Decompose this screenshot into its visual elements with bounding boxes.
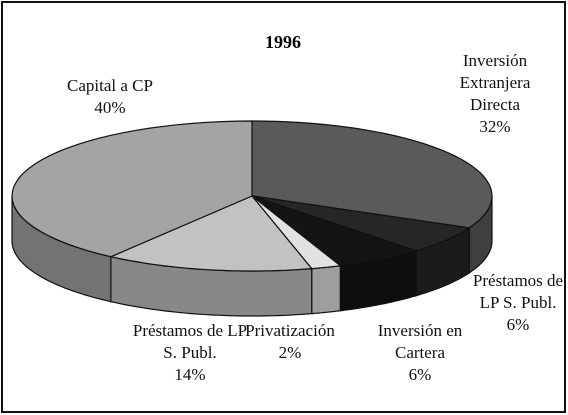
slice-label: Capital a CP 40% (40, 75, 180, 119)
slice-side (311, 265, 341, 315)
value-label: 6% (506, 315, 530, 334)
slice-label: Inversión en Cartera 6% (365, 320, 475, 386)
value-label: 14% (174, 365, 206, 384)
slice-label: Préstamos de LP S. Publ. 14% (130, 320, 250, 386)
slice (11, 120, 253, 258)
chart-title: 1996 (265, 32, 301, 52)
slice (108, 195, 313, 272)
category-label: Préstamos de LP S. Publ. (132, 321, 248, 362)
slice-label: Privatización 2% (240, 320, 340, 364)
value-label: 2% (278, 343, 302, 362)
value-label: 32% (479, 117, 511, 136)
category-label: Privatización (245, 321, 335, 340)
slice (251, 195, 419, 267)
category-label: Préstamos de LP S. Publ. (472, 271, 564, 312)
value-label: 40% (94, 98, 126, 117)
value-label: 6% (408, 365, 432, 384)
slice (251, 195, 471, 252)
category-label: Inversión Extranjera Directa (459, 51, 531, 114)
slice (251, 120, 493, 229)
category-label: Capital a CP (67, 76, 153, 95)
slice-label: Préstamos de LP S. Publ. 6% (470, 270, 566, 336)
slice (251, 195, 342, 270)
category-label: Inversión en Cartera (377, 321, 463, 362)
slice-label: Inversión Extranjera Directa 32% (435, 50, 555, 138)
